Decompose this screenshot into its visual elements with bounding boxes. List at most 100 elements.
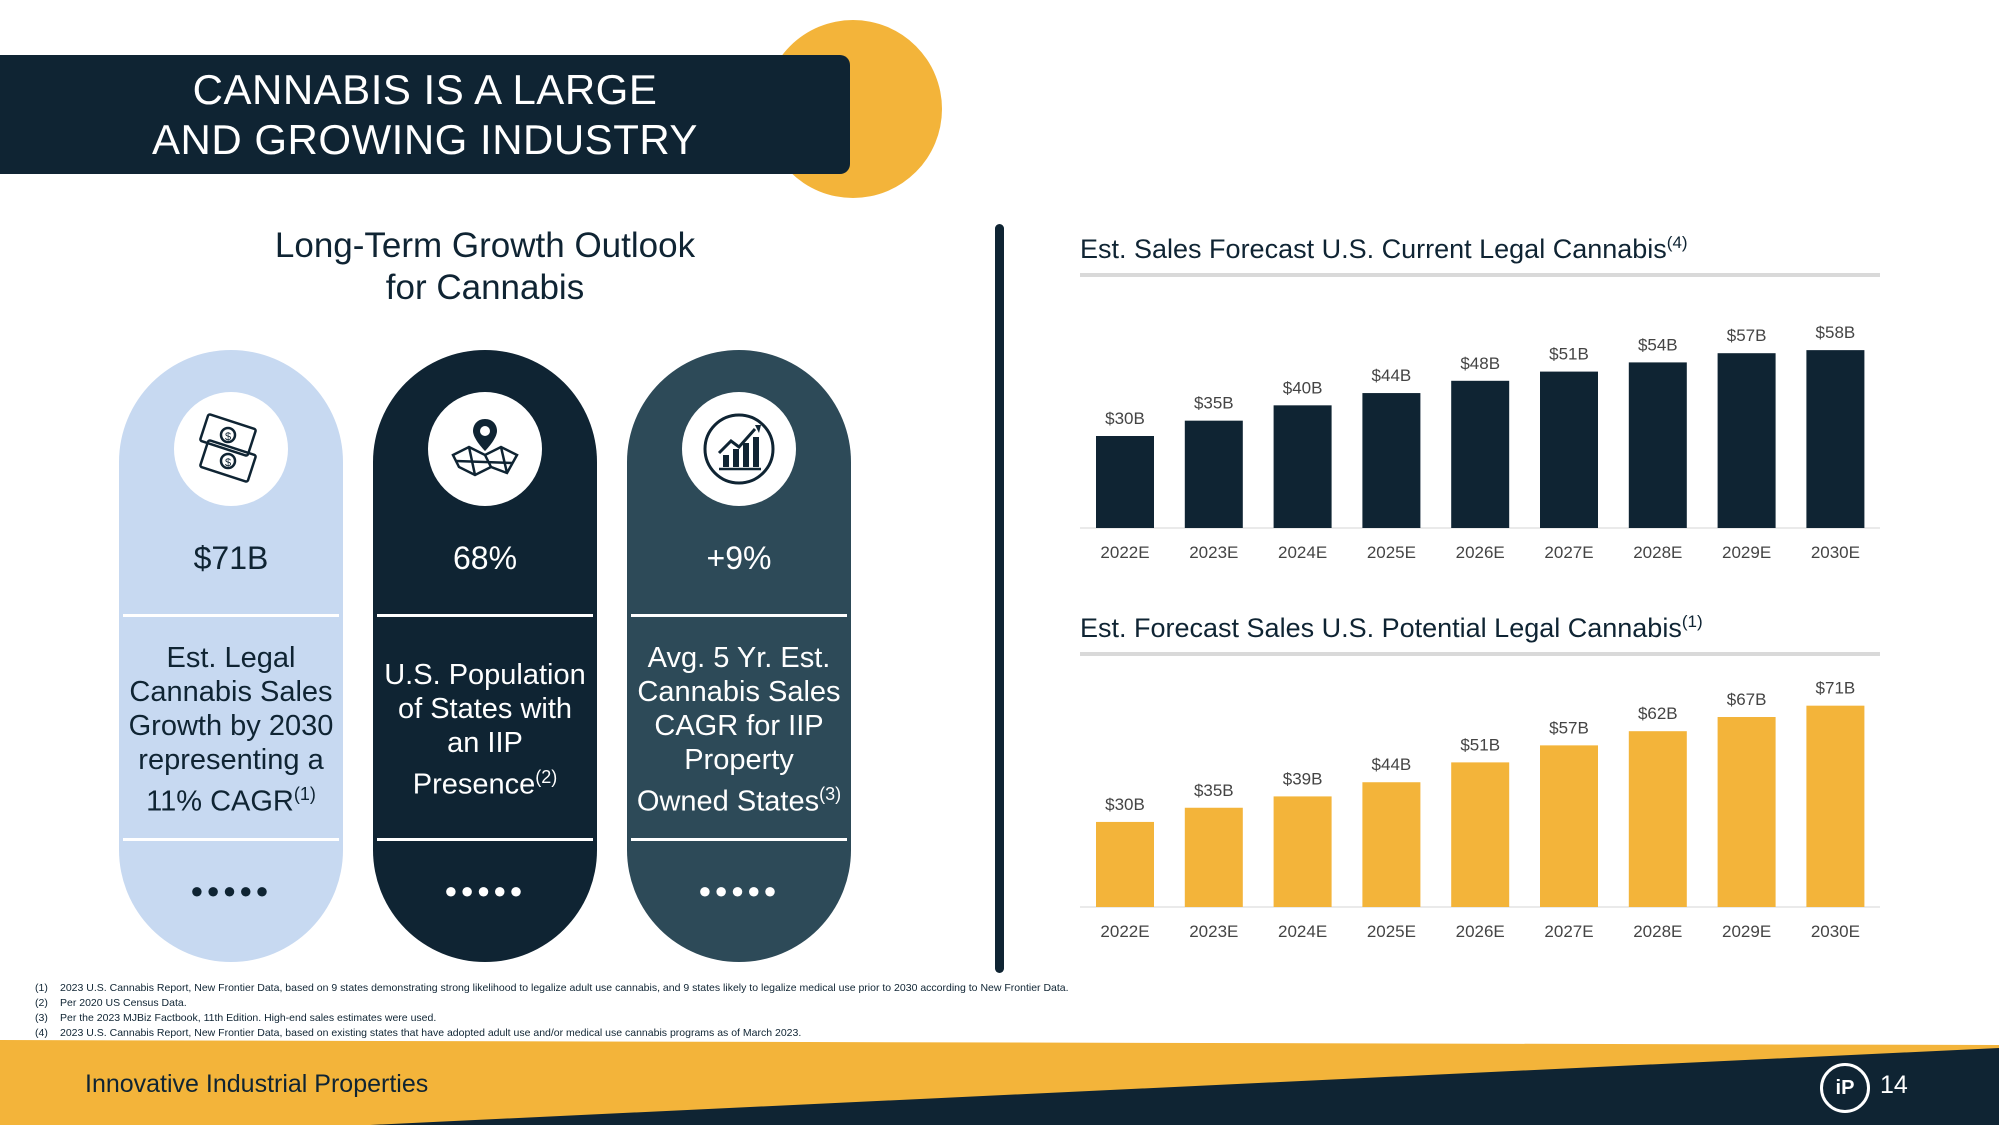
- footnote-ref: (3): [819, 784, 842, 805]
- chart-title-current: Est. Sales Forecast U.S. Current Legal C…: [1080, 233, 1688, 265]
- pagination-dots: ●●●●●: [190, 878, 272, 903]
- footnote-item: (4) 2023 U.S. Cannabis Report, New Fronti…: [35, 1026, 1069, 1041]
- footnote-text: Per the 2023 MJBiz Factbook, 11th Editio…: [60, 1012, 437, 1024]
- bar-chart-current-legal: $30B 2022E $35B 2023E $40B 2024E $44B 2025E $48B…: [1080, 323, 1880, 562]
- data-label: $30B: [1105, 795, 1145, 814]
- stat-description-text: Est. Legal Cannabis Sales Growth by 2030…: [128, 642, 334, 818]
- stat-description: Avg. 5 Yr. Est. Cannabis Sales CAGR for …: [635, 620, 843, 840]
- bar-2029E: [1717, 717, 1776, 907]
- map-pin-icon: [428, 392, 542, 506]
- stat-value: +9%: [706, 540, 772, 576]
- footnote-ref: (1): [293, 784, 316, 805]
- bar-2029E: [1717, 353, 1776, 528]
- x-tick-label: 2022E: [1100, 543, 1149, 562]
- divider-line: [377, 838, 593, 841]
- stat-description: U.S. Population of States with an IIP Pr…: [381, 620, 589, 840]
- bar-2028E: [1628, 731, 1687, 907]
- stat-description-text: Avg. 5 Yr. Est. Cannabis Sales CAGR for …: [636, 642, 841, 818]
- company-name: Innovative Industrial Properties: [85, 1070, 429, 1098]
- footnote-text: 2023 U.S. Cannabis Report, New Frontier …: [60, 1027, 802, 1039]
- chart-title-potential-text: Est. Forecast Sales U.S. Potential Legal…: [1080, 613, 1682, 643]
- data-label: $58B: [1816, 323, 1856, 342]
- bar-2024E: [1273, 796, 1332, 907]
- data-label: $30B: [1105, 409, 1145, 428]
- bar-2030E: [1806, 705, 1865, 907]
- footnote-text: Per 2020 US Census Data.: [60, 997, 187, 1009]
- footnotes: (1) 2023 U.S. Cannabis Report, New Fronti…: [35, 981, 1069, 1041]
- footnote-ref: (1): [1681, 612, 1703, 631]
- x-tick-label: 2029E: [1722, 922, 1771, 941]
- footnote-number: (4): [35, 1027, 48, 1039]
- footnote-number: (2): [35, 997, 48, 1009]
- data-label: $35B: [1194, 781, 1234, 800]
- bar-2024E: [1273, 405, 1332, 528]
- bar-2026E: [1451, 762, 1510, 907]
- data-label: $57B: [1727, 326, 1767, 345]
- x-tick-label: 2030E: [1811, 543, 1860, 562]
- data-label: $39B: [1283, 769, 1323, 788]
- x-tick-label: 2027E: [1544, 543, 1593, 562]
- slide-title: CANNABIS IS A LARGE AND GROWING INDUSTRY: [0, 55, 850, 174]
- growth-heading-line2: for Cannabis: [385, 268, 585, 307]
- data-label: $44B: [1372, 755, 1412, 774]
- x-tick-label: 2022E: [1100, 922, 1149, 941]
- footnote-number: (1): [35, 982, 48, 994]
- footnote-number: (3): [35, 1012, 48, 1024]
- x-tick-label: 2026E: [1456, 543, 1505, 562]
- stat-pill-population: 68% U.S. Population of States with an II…: [373, 350, 597, 962]
- stat-description-text: U.S. Population of States with an IIP Pr…: [384, 659, 586, 801]
- chart-title-current-text: Est. Sales Forecast U.S. Current Legal C…: [1080, 234, 1667, 264]
- data-label: $54B: [1638, 335, 1678, 354]
- bar-chart-potential-legal: $30B 2022E $35B 2023E $39B 2024E $44B 2025E $51B…: [1080, 679, 1880, 941]
- bar-2023E: [1184, 420, 1243, 528]
- bar-2027E: [1540, 371, 1598, 528]
- x-tick-label: 2023E: [1189, 922, 1238, 941]
- footer-navy-wedge: [370, 1048, 1999, 1125]
- data-label: $57B: [1549, 718, 1589, 737]
- x-tick-label: 2028E: [1633, 543, 1682, 562]
- x-tick-label: 2025E: [1367, 543, 1416, 562]
- divider-line: [631, 838, 847, 841]
- footnote-ref: (2): [535, 767, 558, 788]
- pagination-dots: ●●●●●: [444, 878, 526, 903]
- footnote-item: (1) 2023 U.S. Cannabis Report, New Fronti…: [35, 981, 1069, 996]
- stat-pill-cagr: +9% Avg. 5 Yr. Est. Cannabis Sales CAGR …: [627, 350, 851, 962]
- data-label: $40B: [1283, 378, 1323, 397]
- bar-2022E: [1096, 821, 1154, 907]
- x-tick-label: 2024E: [1278, 543, 1327, 562]
- svg-text:$: $: [225, 431, 231, 443]
- data-label: $62B: [1638, 704, 1678, 723]
- stat-pill-sales-growth: $ $ $71B Est. Legal Cannabis Sales Growt…: [119, 350, 343, 962]
- company-logo: iP: [1820, 1063, 1870, 1113]
- slide-title-line2: AND GROWING INDUSTRY: [152, 115, 698, 163]
- stat-description: Est. Legal Cannabis Sales Growth by 2030…: [127, 620, 335, 840]
- divider-line: [123, 614, 339, 617]
- vertical-divider: [995, 224, 1004, 973]
- footnote-ref: (4): [1666, 233, 1688, 252]
- divider-line: [631, 614, 847, 617]
- chart-title-rule: [1080, 273, 1880, 277]
- divider-line: [377, 614, 593, 617]
- x-tick-label: 2025E: [1367, 922, 1416, 941]
- chart-title-rule: [1080, 652, 1880, 656]
- bar-2030E: [1806, 350, 1865, 528]
- x-tick-label: 2023E: [1189, 543, 1238, 562]
- footnote-item: (2) Per 2020 US Census Data.: [35, 996, 1069, 1011]
- data-label: $51B: [1460, 735, 1500, 754]
- data-label: $48B: [1460, 354, 1500, 373]
- bar-2025E: [1362, 782, 1421, 907]
- x-tick-label: 2024E: [1278, 922, 1327, 941]
- growth-outlook-heading: Long-Term Growth Outlook for Cannabis: [200, 225, 770, 309]
- data-label: $44B: [1372, 366, 1412, 385]
- data-label: $67B: [1727, 690, 1767, 709]
- x-tick-label: 2028E: [1633, 922, 1682, 941]
- data-label: $71B: [1816, 679, 1856, 698]
- stat-value: 68%: [452, 540, 518, 576]
- chart-title-potential: Est. Forecast Sales U.S. Potential Legal…: [1080, 612, 1703, 644]
- page-number: 14: [1880, 1071, 1908, 1099]
- bar-2022E: [1096, 436, 1154, 528]
- money-icon: $ $: [174, 392, 288, 506]
- bar-2023E: [1184, 807, 1243, 907]
- x-tick-label: 2026E: [1456, 922, 1505, 941]
- data-label: $35B: [1194, 394, 1234, 413]
